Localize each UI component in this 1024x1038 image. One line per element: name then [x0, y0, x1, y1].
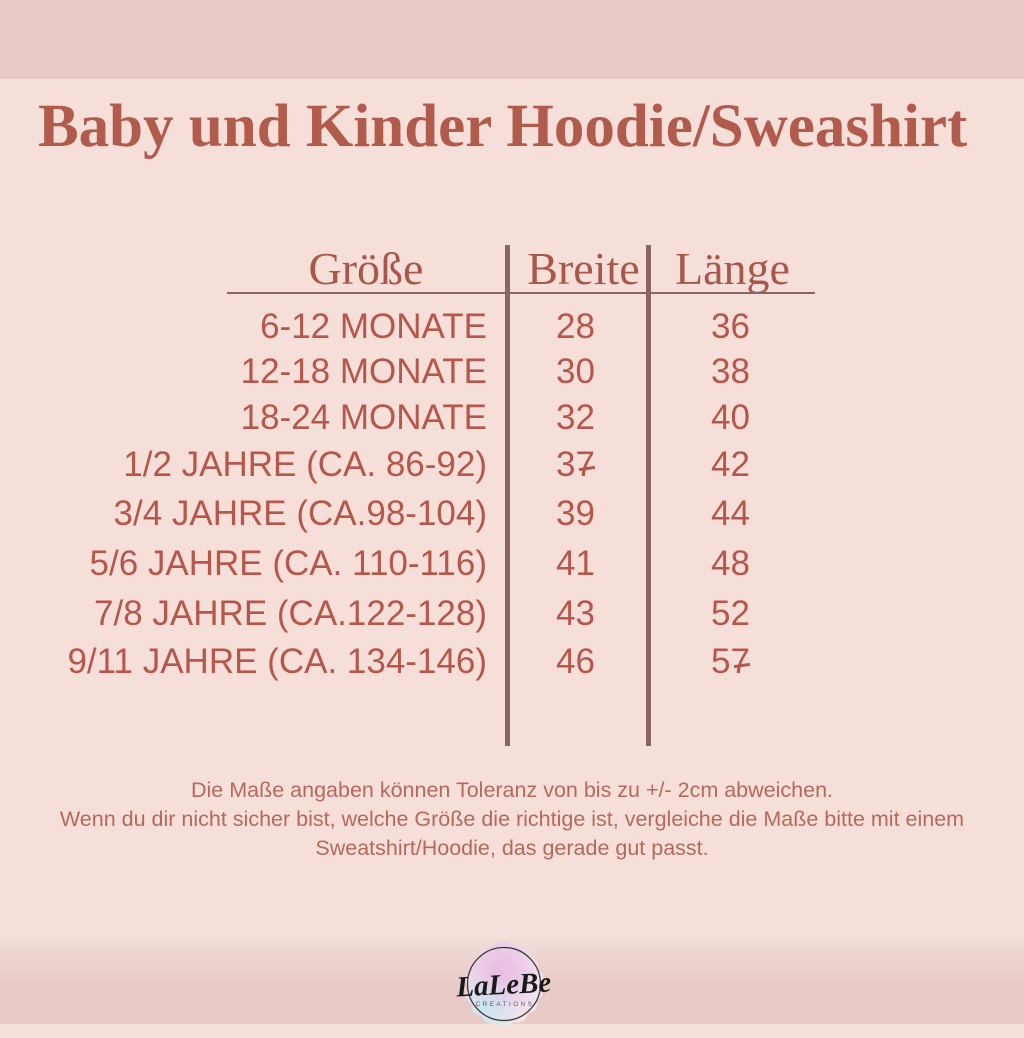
svg-text:CREATIONS: CREATIONS [476, 1001, 535, 1008]
svg-text:LaLeBe: LaLeBe [455, 967, 552, 1004]
